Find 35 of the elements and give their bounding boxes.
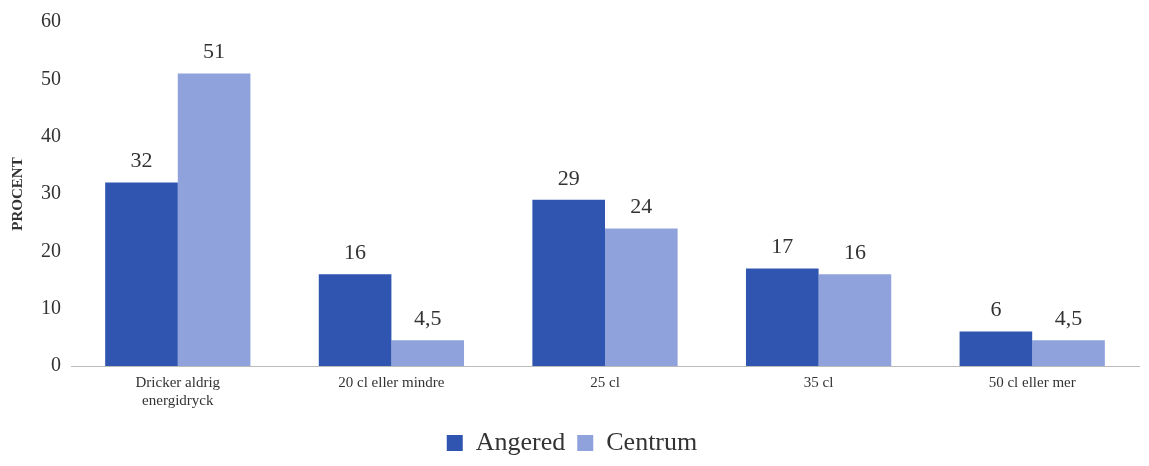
data-label: 24 bbox=[630, 193, 653, 219]
x-tick-label: 20 cl eller mindre bbox=[338, 373, 445, 390]
bar bbox=[818, 274, 892, 366]
y-tick-label: 40 bbox=[41, 123, 61, 146]
y-tick-label: 20 bbox=[41, 238, 61, 261]
data-label: 16 bbox=[344, 239, 367, 265]
data-label: 16 bbox=[843, 239, 866, 265]
data-label: 4,5 bbox=[1054, 304, 1083, 330]
x-tick-label: 50 cl eller mer bbox=[988, 373, 1076, 390]
bar bbox=[605, 228, 678, 366]
bar bbox=[532, 199, 605, 366]
data-label: 32 bbox=[130, 147, 153, 173]
y-tick-label: 0 bbox=[51, 353, 61, 376]
bar bbox=[1032, 340, 1105, 366]
y-tick-label: 50 bbox=[41, 66, 61, 89]
data-label: 17 bbox=[771, 233, 794, 259]
legend-label: Angered bbox=[475, 426, 566, 456]
data-label: 6 bbox=[990, 296, 1002, 322]
bar bbox=[745, 268, 819, 366]
bar bbox=[177, 73, 251, 366]
bar bbox=[105, 182, 178, 366]
y-tick-label: 10 bbox=[41, 295, 61, 318]
y-axis-title: PROCENT bbox=[8, 157, 25, 231]
bar bbox=[318, 274, 392, 366]
bar bbox=[959, 331, 1033, 366]
bar bbox=[391, 340, 465, 366]
x-tick-label: Dricker aldrig energidryck bbox=[135, 373, 221, 408]
data-label: 29 bbox=[557, 164, 580, 190]
data-label: 51 bbox=[203, 38, 226, 64]
x-tick-label: 35 cl bbox=[803, 373, 834, 390]
legend-label: Centrum bbox=[606, 426, 698, 456]
x-tick-label: 25 cl bbox=[590, 373, 620, 390]
y-tick-label: 30 bbox=[41, 181, 61, 204]
y-tick-label: 60 bbox=[41, 9, 61, 32]
data-label: 4,5 bbox=[413, 304, 442, 330]
